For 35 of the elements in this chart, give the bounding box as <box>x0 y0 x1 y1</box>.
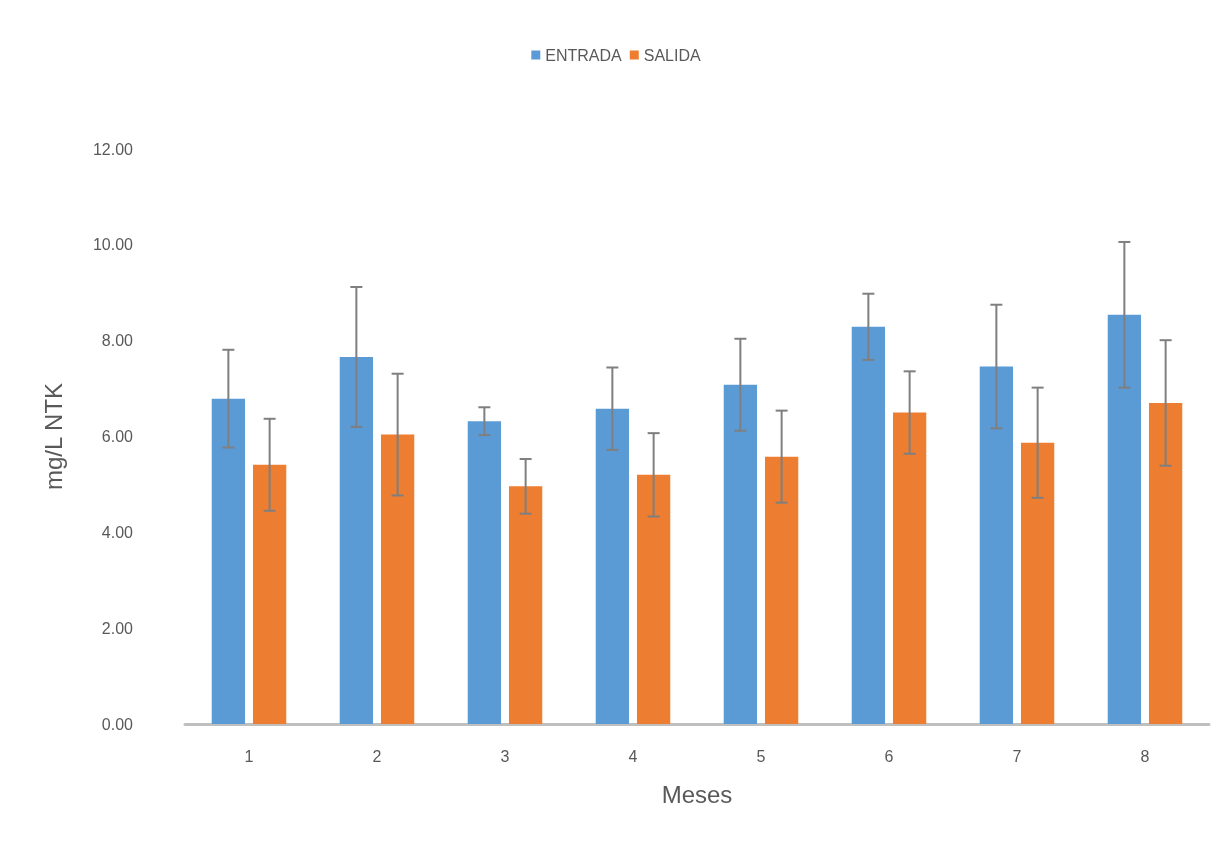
x-tick-label: 4 <box>628 747 638 765</box>
legend-label: ENTRADA <box>545 46 623 64</box>
bar <box>1020 442 1055 724</box>
bar <box>851 326 886 724</box>
x-tick-label: 5 <box>756 747 766 765</box>
legend-label: SALIDA <box>643 46 702 64</box>
y-axis-title: mg/L NTK <box>39 382 67 491</box>
bar <box>252 464 287 724</box>
bar <box>595 408 630 724</box>
bar <box>508 486 543 724</box>
bar <box>1107 314 1142 724</box>
bar <box>764 456 799 724</box>
x-axis-title: Meses <box>661 780 733 808</box>
y-tick-label: 4.00 <box>101 523 134 541</box>
bar <box>467 421 502 724</box>
x-tick-label: 8 <box>1140 747 1150 765</box>
bar <box>979 366 1014 724</box>
x-tick-label: 7 <box>1012 747 1022 765</box>
y-tick-label: 6.00 <box>101 428 134 445</box>
x-tick-label: 1 <box>244 747 254 765</box>
bar <box>636 474 671 724</box>
bar <box>211 398 246 724</box>
x-tick-label: 2 <box>372 747 382 765</box>
y-tick-label: 8.00 <box>101 332 134 350</box>
x-tick-label: 6 <box>884 747 894 765</box>
bar <box>723 384 758 724</box>
y-tick-label: 2.00 <box>101 619 134 637</box>
y-tick-label: 0.00 <box>101 715 134 733</box>
y-tick-label: 12.00 <box>92 140 134 158</box>
bar <box>380 434 415 724</box>
bar <box>1148 402 1183 724</box>
bar <box>892 412 927 724</box>
y-tick-label: 10.00 <box>92 236 134 254</box>
bar <box>339 356 374 724</box>
x-tick-label: 3 <box>500 747 510 765</box>
